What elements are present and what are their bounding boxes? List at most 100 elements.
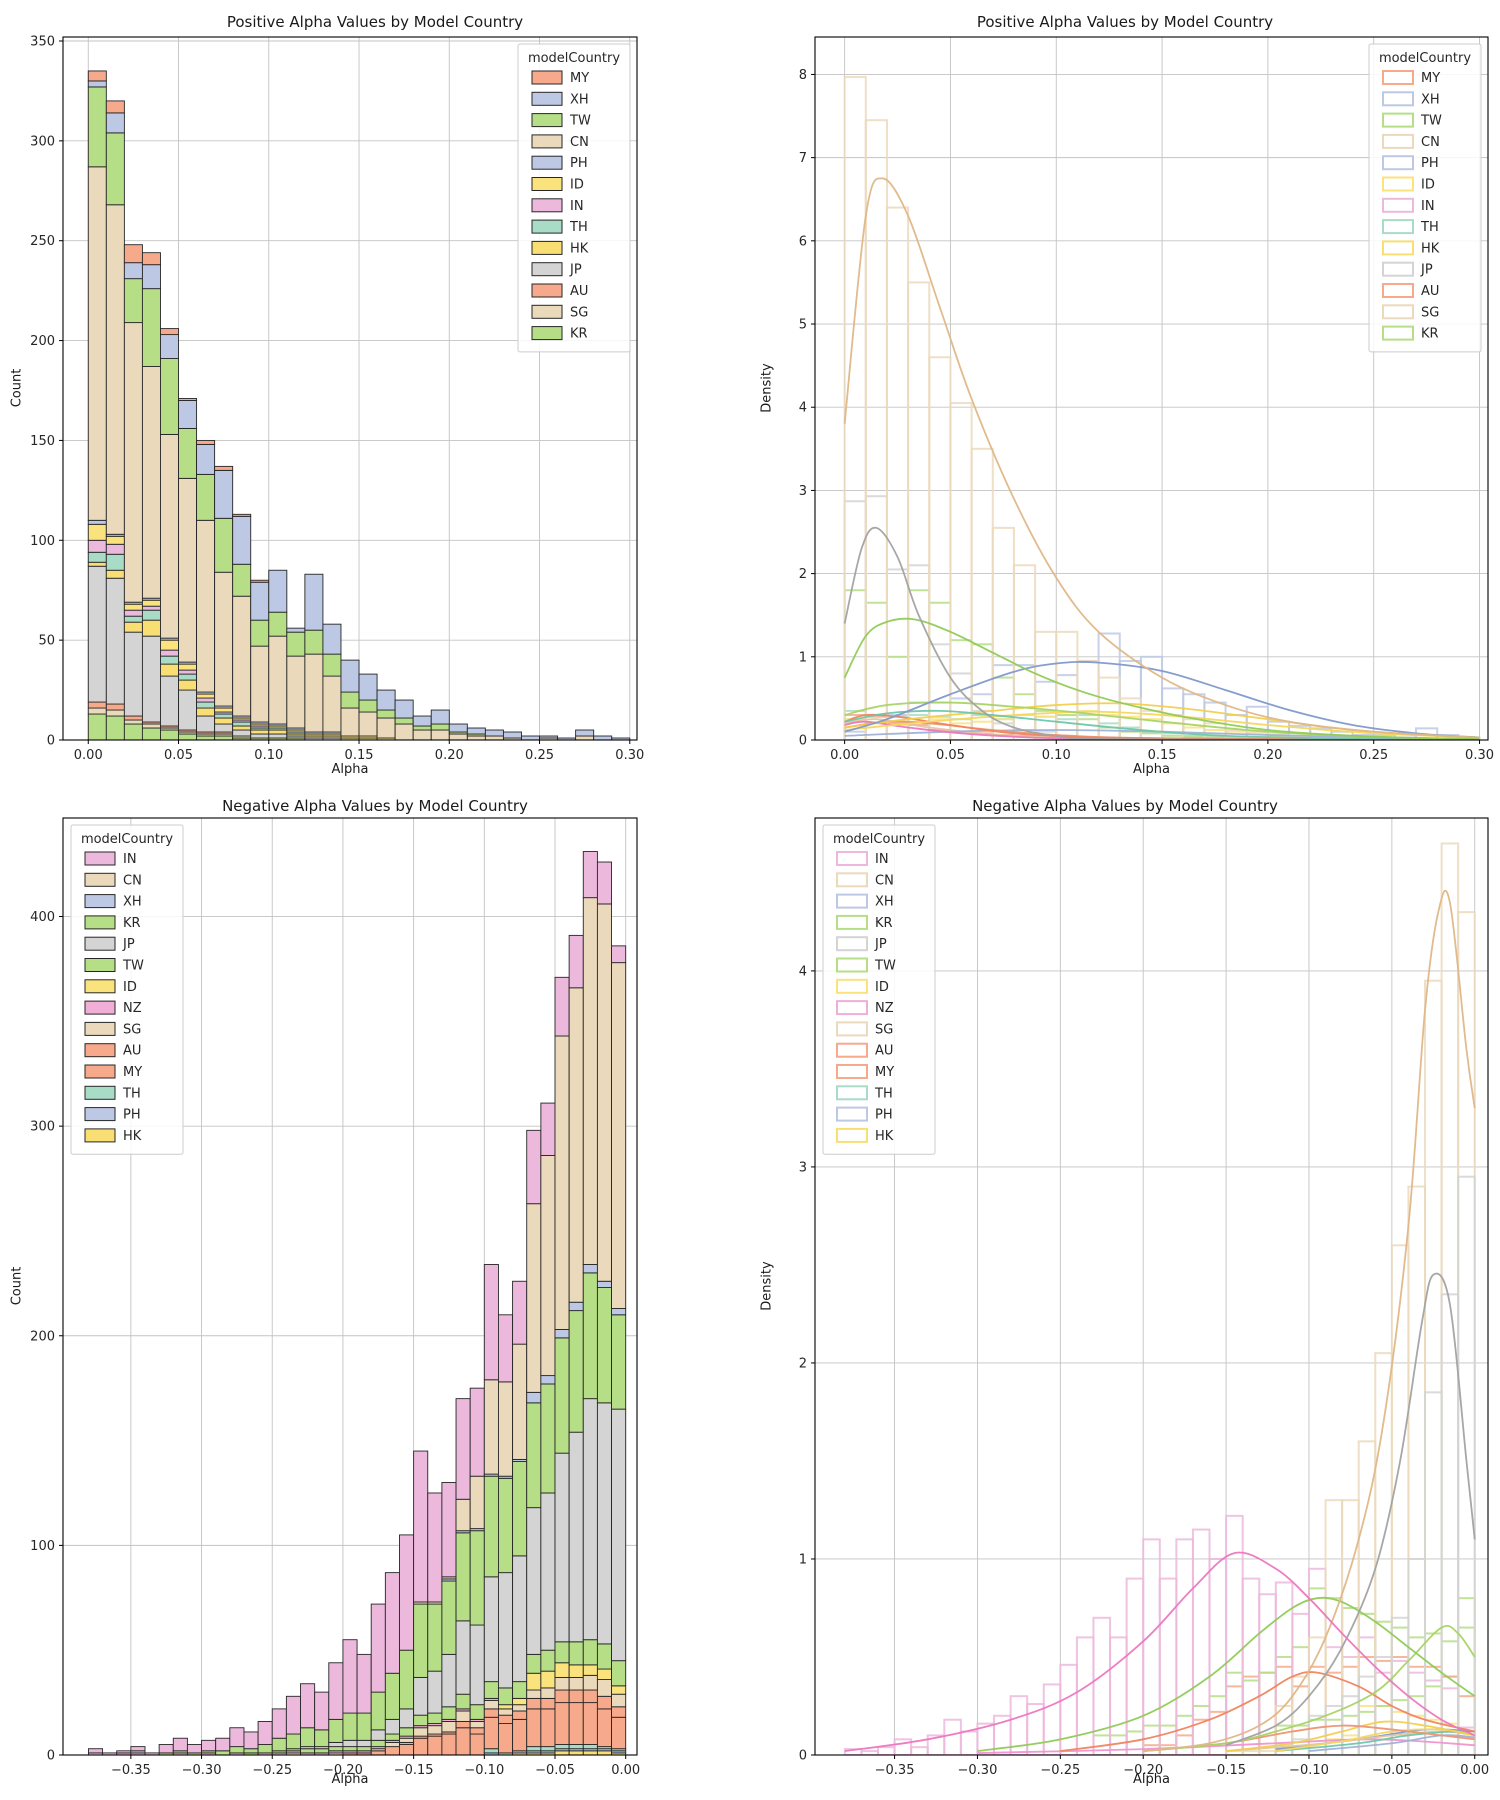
x-tick-label: 0.05 xyxy=(164,748,193,763)
histogram-bar-CN xyxy=(455,1498,471,1532)
legend-label-KR: KR xyxy=(570,327,588,342)
legend-label-SG: SG xyxy=(123,1022,141,1037)
density-bar-CN xyxy=(1324,1499,1344,1755)
histogram-bar-TW xyxy=(540,1649,556,1672)
density-bar-IN xyxy=(1109,1636,1128,1755)
histogram-bar-TW xyxy=(286,631,306,657)
x-tick-label: −0.05 xyxy=(535,1763,575,1778)
histogram-bar-SG xyxy=(596,1679,613,1697)
histogram-bar-MY xyxy=(469,1733,485,1755)
histogram-bar-TW xyxy=(160,358,179,435)
plot-border xyxy=(814,36,1489,741)
histogram-bar-IN xyxy=(123,609,143,617)
y-tick-label: 200 xyxy=(30,334,55,349)
histogram-bar-XH xyxy=(448,723,468,733)
legend-swatch-MY xyxy=(1382,70,1414,85)
histogram-bar-HK xyxy=(178,679,198,691)
legend-swatch-HK xyxy=(84,1128,116,1143)
legend-swatch-TW xyxy=(531,113,563,128)
histogram-bar-TW xyxy=(394,717,414,725)
histogram-bar-XH xyxy=(611,737,631,740)
histogram-bar-ID xyxy=(611,1685,627,1695)
legend-label-KR: KR xyxy=(123,916,141,931)
histogram-bar-XH xyxy=(394,699,414,719)
histogram-bar-XH xyxy=(521,735,540,740)
histogram-bar-KR xyxy=(257,1744,273,1754)
histogram-bar-SG xyxy=(123,719,143,725)
histogram-bar-IN xyxy=(116,1750,132,1754)
histogram-bar-JP xyxy=(342,1739,358,1748)
density-bar-IN xyxy=(910,1746,929,1755)
histogram-bar-SG xyxy=(413,1727,429,1737)
legend-label-ID: ID xyxy=(875,980,889,995)
y-tick-label: 150 xyxy=(30,434,55,449)
histogram-bar-JP xyxy=(526,1507,542,1655)
x-tick-label: −0.15 xyxy=(394,1763,434,1778)
histogram-bar-HK xyxy=(232,725,252,731)
y-tick-label: 350 xyxy=(30,34,55,49)
histogram-bar-SG xyxy=(582,1674,598,1691)
legend-label-NZ: NZ xyxy=(875,1001,894,1016)
legend-label-XH: XH xyxy=(123,895,142,910)
histogram-bar-CN xyxy=(250,645,270,723)
histogram-bar-TW xyxy=(105,132,125,206)
histogram-bar-JP xyxy=(427,1670,443,1714)
histogram-bar-AU xyxy=(469,1727,485,1735)
histogram-bar-MY xyxy=(611,1716,627,1750)
histogram-bar-TW xyxy=(214,517,234,573)
density-bar-KR xyxy=(1125,1730,1145,1755)
histogram-bar-MY xyxy=(455,1727,471,1755)
x-axis-label: Alpha xyxy=(331,762,369,777)
histogram-bar-KR xyxy=(196,735,216,740)
legend-swatch-ID xyxy=(531,177,563,191)
histogram-bar-CN xyxy=(394,723,414,740)
histogram-bar-XH xyxy=(304,573,324,631)
histogram-bar-IN xyxy=(526,1129,542,1205)
legend-swatch-ID xyxy=(84,979,116,994)
histogram-bar-TW xyxy=(87,86,107,168)
legend-swatch-XH xyxy=(531,91,563,106)
histogram-bar-XH xyxy=(322,623,342,655)
legend-label-MY: MY xyxy=(1421,71,1440,86)
density-bar-IN xyxy=(1059,1663,1078,1755)
histogram-bar-TW xyxy=(611,1660,627,1687)
density-bar-IN xyxy=(860,1750,879,1755)
legend-title: modelCountry xyxy=(81,832,173,847)
histogram-bar-IN xyxy=(243,1731,259,1750)
histogram-bar-JP xyxy=(384,1718,400,1735)
density-bar-JP xyxy=(1424,1391,1443,1755)
legend-label-TW: TW xyxy=(1420,114,1442,129)
histogram-bar-XH xyxy=(582,1264,598,1274)
density-bar-CN xyxy=(1241,1750,1261,1755)
legend-swatch-IN xyxy=(531,198,563,213)
density-bar-XH xyxy=(1076,659,1100,740)
histogram-bar-XH xyxy=(593,735,613,740)
plot-content xyxy=(87,70,631,740)
histogram-bar-TW xyxy=(430,723,450,731)
legend-swatch-CN xyxy=(84,872,116,887)
legend-label-TW: TW xyxy=(122,959,144,974)
histogram-bar-MY xyxy=(441,1733,457,1755)
histogram-bar-IN xyxy=(87,539,107,553)
histogram-bar-XH xyxy=(376,689,396,711)
histogram-bar-XH xyxy=(196,443,216,475)
histogram-bar-IN xyxy=(257,1721,273,1745)
histogram-bar-HK xyxy=(250,729,270,735)
y-tick-label: 300 xyxy=(30,134,55,149)
legend-label-TH: TH xyxy=(569,220,588,235)
histogram-bar-JP xyxy=(483,1576,499,1683)
legend-label-TH: TH xyxy=(122,1086,141,1101)
density-bar-JP xyxy=(1440,1293,1460,1755)
legend-label-HK: HK xyxy=(123,1129,142,1144)
density-bar-IN xyxy=(1241,1577,1261,1755)
histogram-bar-CN xyxy=(582,897,598,1265)
histogram-bar-SG xyxy=(469,1721,485,1729)
histogram-bar-CN xyxy=(484,735,504,740)
legend-label-AU: AU xyxy=(1421,284,1439,299)
x-tick-label: 0.00 xyxy=(830,748,859,763)
density-bar-IN xyxy=(1075,1636,1095,1755)
histogram-bar-TW xyxy=(123,278,143,324)
histogram-bar-JP xyxy=(554,1452,570,1643)
histogram-bar-KR xyxy=(611,1314,627,1410)
